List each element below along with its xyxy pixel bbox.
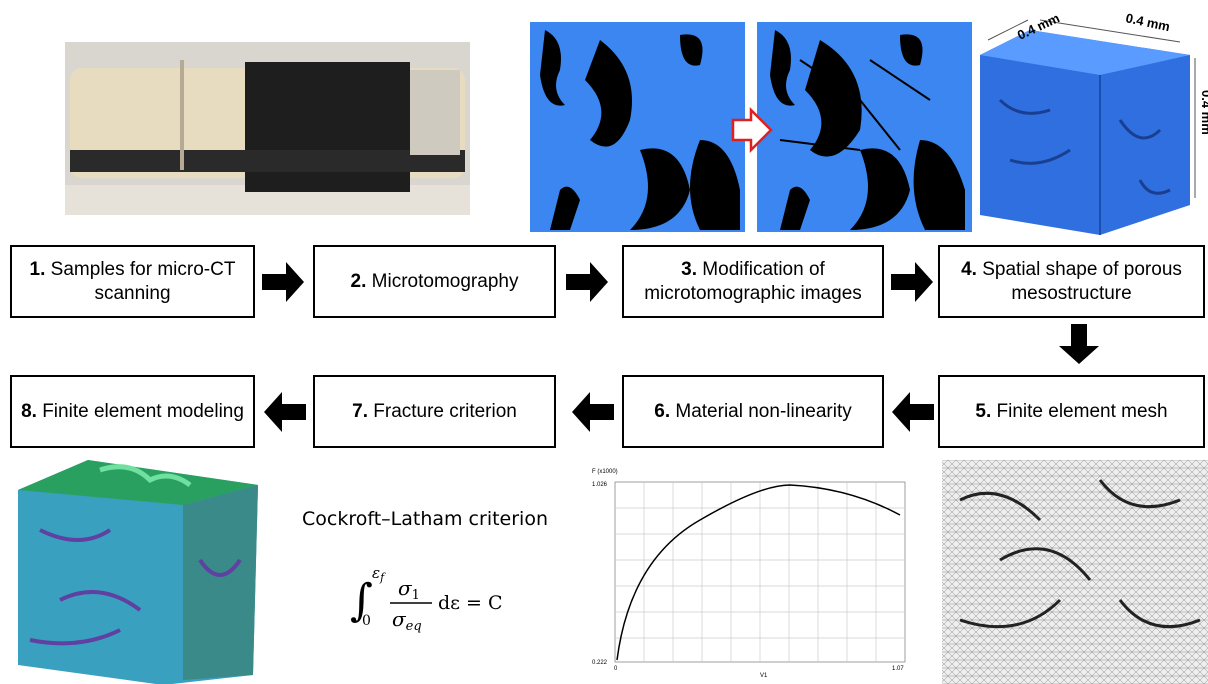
step-text: Modification of microtomographic images (644, 258, 862, 304)
arrow (731, 106, 773, 154)
step-text: Finite element mesh (991, 400, 1168, 422)
step-text: Spatial shape of porous mesostructure (976, 258, 1182, 304)
step-text: Finite element modeling (36, 400, 244, 422)
step-box: 1. Samples for micro-CT scanning (10, 245, 255, 318)
numerator-sub: 1 (412, 588, 420, 603)
step-label: 3. Modification of microtomographic imag… (632, 258, 874, 306)
denominator: σeq (392, 607, 422, 634)
ct-slice-modified (757, 22, 972, 232)
step-box: 8. Finite element modeling (10, 375, 255, 448)
step-number: 3. (681, 258, 698, 280)
upper-limit-symbol: ε (372, 564, 380, 582)
pore-cube (980, 19, 1196, 235)
numerator-symbol: σ (398, 576, 413, 600)
mini-chart-label: 0 (614, 666, 618, 672)
step-label: 6. Material non-linearity (654, 400, 852, 424)
mini-chart-label: 1.026 (592, 482, 608, 488)
step-text: Samples for micro-CT scanning (45, 258, 236, 304)
denominator-symbol: σ (392, 607, 407, 631)
step-number: 8. (21, 400, 37, 422)
ct-slice-original (530, 22, 745, 232)
numerator: σ1 (398, 576, 420, 603)
upper-limit: εf (372, 564, 386, 584)
flow-arrows (262, 262, 1099, 432)
step-label: 1. Samples for micro-CT scanning (20, 258, 245, 306)
step-box: 4. Spatial shape of porous mesostructure (938, 245, 1205, 318)
fe-model-cube (18, 460, 258, 684)
step-box: 3. Modification of microtomographic imag… (622, 245, 884, 318)
step-text: Fracture criterion (367, 400, 517, 422)
step-label: 7. Fracture criterion (352, 400, 517, 424)
step-number: 4. (961, 258, 977, 280)
step-box: 2. Microtomography (313, 245, 556, 318)
step-text: Microtomography (366, 270, 519, 292)
step-label: 5. Finite element mesh (975, 400, 1167, 424)
step-number: 7. (352, 400, 368, 422)
step-label: 2. Microtomography (351, 270, 519, 294)
step-number: 5. (975, 400, 992, 422)
formula-rest: dε = C (438, 592, 503, 614)
step-text: Material non-linearity (670, 400, 852, 422)
dimension-label: 0.4 mm (1199, 90, 1208, 135)
mini-chart-label: 0.222 (592, 660, 608, 666)
fe-mesh (942, 460, 1208, 684)
mini-chart (614, 481, 906, 663)
step-box: 5. Finite element mesh (938, 375, 1205, 448)
mini-chart-label: F (x1000) (592, 469, 618, 475)
step-box: 7. Fracture criterion (313, 375, 556, 448)
scanner-photo (65, 42, 470, 215)
dimension-label: 0.4 mm (1124, 10, 1171, 34)
step-number: 6. (654, 400, 671, 422)
step-label: 4. Spatial shape of porous mesostructure (948, 258, 1195, 306)
mini-chart-label: V1 (760, 673, 768, 679)
criterion-name-text: Cockroft–Latham criterion (302, 508, 548, 530)
step-number: 2. (350, 270, 367, 292)
mini-chart-label: 1.07 (892, 666, 904, 672)
integral-sign: ∫ (350, 575, 373, 626)
denominator-sub: eq (406, 619, 422, 634)
step-label: 8. Finite element modeling (21, 400, 244, 424)
lower-limit: 0 (362, 613, 371, 629)
criterion-name: Cockroft–Latham criterion (302, 508, 548, 530)
upper-limit-sub: f (379, 571, 386, 584)
step-box: 6. Material non-linearity (622, 375, 884, 448)
step-number: 1. (29, 258, 46, 280)
